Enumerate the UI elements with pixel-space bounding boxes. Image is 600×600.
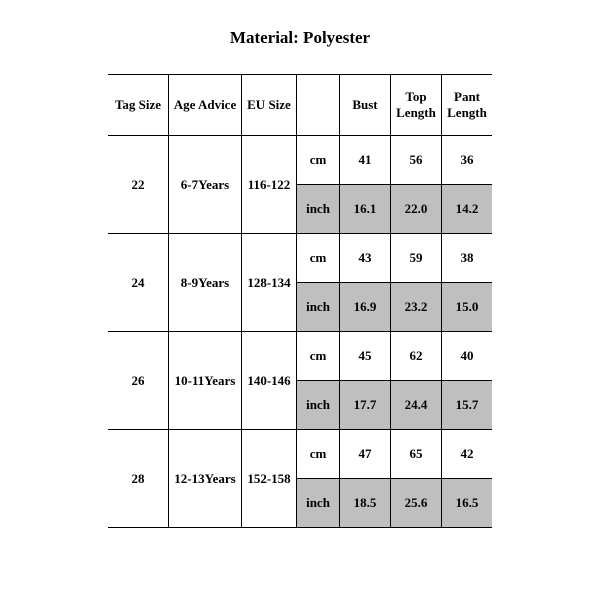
cell-pant-length: 14.2 [442,185,493,234]
cell-pant-length: 40 [442,332,493,381]
cell-unit-cm: cm [297,332,340,381]
cell-age-advice: 6-7Years [169,136,242,234]
cell-pant-length: 36 [442,136,493,185]
cell-pant-length: 15.0 [442,283,493,332]
cell-bust: 18.5 [340,479,391,528]
cell-pant-length: 16.5 [442,479,493,528]
col-bust: Bust [340,75,391,136]
table-row: 22 6-7Years 116-122 cm 41 56 36 [108,136,492,185]
cell-eu-size: 140-146 [242,332,297,430]
cell-eu-size: 152-158 [242,430,297,528]
cell-unit-cm: cm [297,430,340,479]
cell-age-advice: 8-9Years [169,234,242,332]
cell-eu-size: 128-134 [242,234,297,332]
cell-bust: 47 [340,430,391,479]
cell-age-advice: 12-13Years [169,430,242,528]
cell-tag-size: 24 [108,234,169,332]
cell-bust: 45 [340,332,391,381]
cell-top-length: 65 [391,430,442,479]
table-row: 24 8-9Years 128-134 cm 43 59 38 [108,234,492,283]
cell-top-length: 25.6 [391,479,442,528]
page-title: Material: Polyester [0,28,600,48]
size-chart-page: Material: Polyester Tag Size Age Advice … [0,0,600,600]
col-tag-size: Tag Size [108,75,169,136]
col-top-length: Top Length [391,75,442,136]
cell-unit-cm: cm [297,136,340,185]
cell-unit-inch: inch [297,185,340,234]
cell-tag-size: 22 [108,136,169,234]
cell-unit-inch: inch [297,381,340,430]
cell-eu-size: 116-122 [242,136,297,234]
cell-top-length: 59 [391,234,442,283]
cell-top-length: 62 [391,332,442,381]
col-eu-size: EU Size [242,75,297,136]
size-table: Tag Size Age Advice EU Size Bust Top Len… [108,74,492,528]
cell-top-length: 24.4 [391,381,442,430]
cell-bust: 41 [340,136,391,185]
table-header-row: Tag Size Age Advice EU Size Bust Top Len… [108,75,492,136]
cell-top-length: 56 [391,136,442,185]
cell-age-advice: 10-11Years [169,332,242,430]
cell-bust: 16.9 [340,283,391,332]
cell-top-length: 22.0 [391,185,442,234]
cell-pant-length: 38 [442,234,493,283]
cell-pant-length: 15.7 [442,381,493,430]
cell-unit-inch: inch [297,479,340,528]
cell-unit-cm: cm [297,234,340,283]
cell-bust: 43 [340,234,391,283]
table-row: 28 12-13Years 152-158 cm 47 65 42 [108,430,492,479]
cell-top-length: 23.2 [391,283,442,332]
table-row: 26 10-11Years 140-146 cm 45 62 40 [108,332,492,381]
col-unit [297,75,340,136]
cell-tag-size: 28 [108,430,169,528]
cell-bust: 16.1 [340,185,391,234]
col-pant-length: Pant Length [442,75,493,136]
cell-pant-length: 42 [442,430,493,479]
cell-tag-size: 26 [108,332,169,430]
cell-bust: 17.7 [340,381,391,430]
col-age-advice: Age Advice [169,75,242,136]
cell-unit-inch: inch [297,283,340,332]
